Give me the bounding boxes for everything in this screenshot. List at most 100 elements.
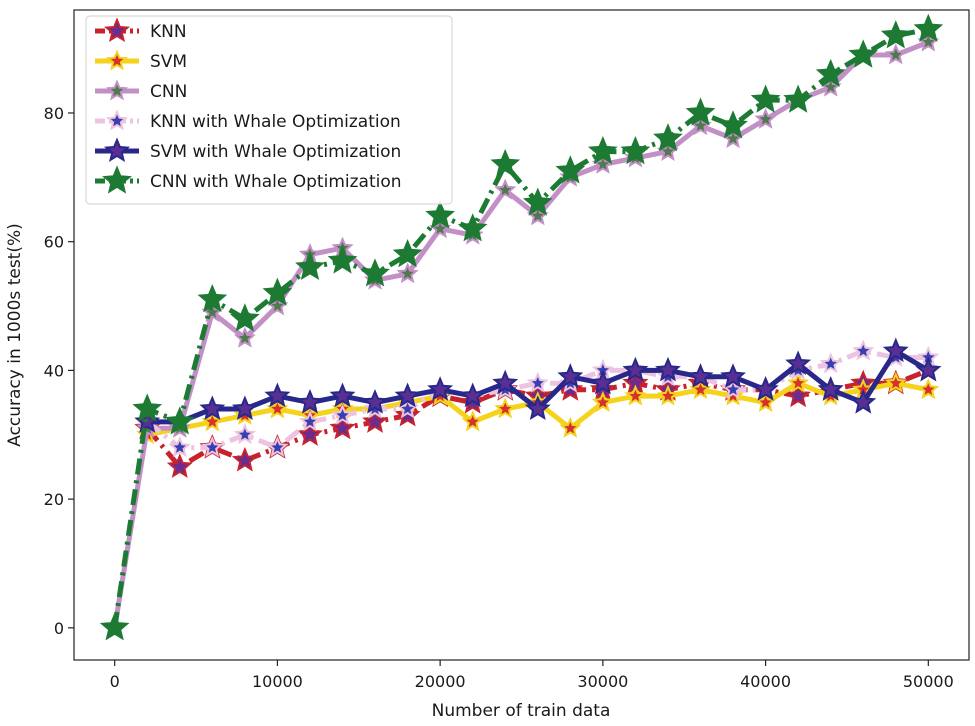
series-1-point-23 [884,371,907,393]
series-5-point-3 [197,283,228,313]
series-5 [99,13,944,641]
series-1-point-16 [656,384,679,406]
y-tick-label-3: 60 [44,233,64,252]
series-5-point-7 [327,245,358,274]
series-3-point-1 [168,436,191,458]
y-tick-label-0: 0 [54,619,64,638]
legend-marker-2 [105,79,129,101]
series-0-point-8 [394,401,421,427]
series-0-point-6 [329,414,356,440]
series-4-point-13 [557,363,584,388]
y-axis-label: Accuracy in 1000s test(%) [5,223,25,447]
legend-label-4: SVM with Whale Optimization [150,142,401,162]
legend-box [85,15,453,205]
series-5-point-13 [522,187,553,216]
series-1-point-10 [461,410,484,432]
series-4-point-12 [524,395,551,420]
series-1-point-15 [624,384,647,406]
legend-entry-4: SVM with Whale Optimization [95,137,401,163]
series-2-point-20 [754,107,777,129]
series-5-point-9 [392,238,423,268]
series-5-point-8 [360,258,390,287]
x-tick-label-1: 10000 [252,672,303,691]
series-4-point-24 [915,356,942,382]
legend-marker-1 [105,49,129,71]
y-tick-label-4: 80 [44,104,64,123]
series-4-point-8 [394,382,421,408]
series-5-point-1 [132,393,163,422]
series-1-point-11 [494,397,517,419]
series-5-point-6 [295,251,325,280]
series-5-point-14 [555,155,586,184]
series-5-point-24 [880,20,911,49]
series-4-point-5 [297,389,323,414]
series-4-point-4 [264,382,291,408]
series-0-point-7 [362,408,388,433]
series-5-point-0 [99,612,130,641]
series-1-point-18 [722,384,745,406]
x-tick-label-4: 40000 [740,672,791,691]
series-1-point-14 [591,390,614,413]
legend-label-3: KNN with Whale Optimization [150,112,401,132]
series-5-point-10 [425,200,455,229]
series-3-point-12 [526,371,549,393]
series-4-point-9 [427,376,454,401]
legend-label-5: CNN with Whale Optimization [150,172,402,192]
series-5-point-4 [230,303,260,332]
series-4-point-19 [752,376,779,401]
series-2-point-12 [494,178,517,200]
series-5-point-17 [653,123,683,152]
ticks-layer: 0 10000 20000 30000 40000 50000 0 20 40 60 80 [44,104,954,691]
series-1-point-24 [917,378,940,400]
x-axis-label: Number of train data [432,701,611,721]
series-0-point-5 [297,421,323,446]
y-tick-label-2: 40 [44,361,64,380]
series-4-point-21 [817,376,844,401]
legend-label-0: KNN [150,22,187,42]
series-0-point-1 [166,453,193,478]
legend-entry-5: CNN with Whale Optimization [95,165,402,194]
legend-entry-1: SVM [95,49,187,72]
series-1-point-13 [559,416,582,438]
series-5-point-18 [685,97,716,126]
series-4-point-14 [589,369,616,395]
legend-entry-2: CNN [95,79,187,102]
legend-label-1: SVM [150,52,187,72]
series-3-point-3 [233,423,256,445]
series-5-point-21 [783,84,813,113]
series-2-point-9 [396,262,419,284]
series-4-point-16 [655,356,681,382]
series-5-point-23 [848,39,879,68]
series-5-point-11 [457,213,488,242]
legend-marker-5 [102,165,132,194]
x-tick-label-5: 50000 [903,672,954,691]
series-4-point-15 [622,356,649,382]
series-3-point-2 [201,436,224,458]
series-3-point-22 [852,339,875,361]
series-5-point-2 [164,406,195,435]
series-4-point-17 [687,363,714,388]
series-4 [134,337,942,433]
legend-marker-4 [103,137,131,163]
series-4-point-22 [850,388,877,414]
series-5-point-19 [718,110,748,139]
series-0-point-20 [785,382,812,408]
series-5-point-16 [620,135,651,165]
legend: KNN SVM CNN KNN with Whale Optimization SVM … [85,15,453,205]
x-tick-label-0: 0 [110,672,120,691]
series-1-point-20 [787,371,810,393]
series-4-point-3 [231,395,258,420]
legend-marker-0 [103,17,131,42]
series-4-point-7 [362,389,388,414]
legend-label-2: CNN [150,82,187,102]
legend-entry-3: KNN with Whale Optimization [95,109,401,132]
legend-entry-0: KNN [95,17,187,42]
series-5-point-5 [262,277,293,306]
x-tick-label-3: 30000 [577,672,628,691]
series-4-point-18 [720,363,746,388]
series-5-point-15 [588,135,618,165]
series-3-point-5 [298,410,321,432]
series-2-point-4 [233,326,256,348]
